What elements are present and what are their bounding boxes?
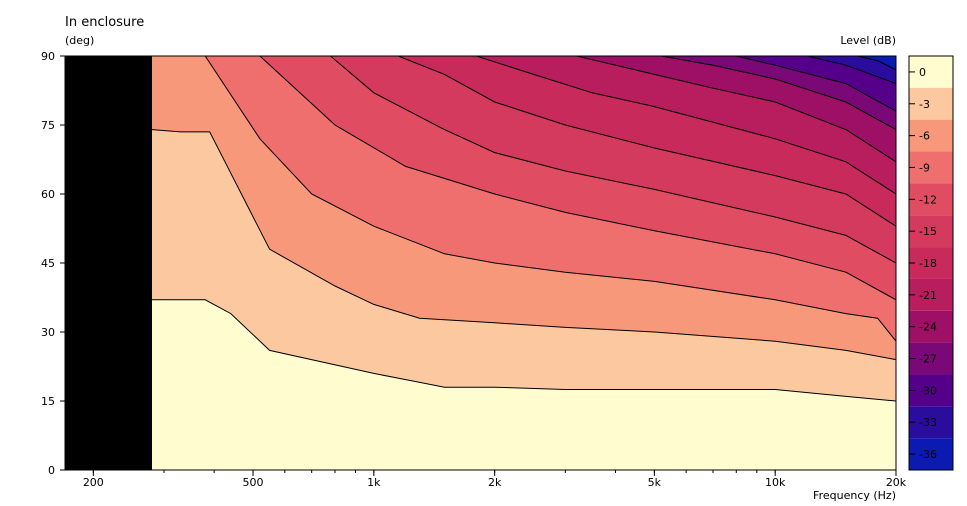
legend-frame [908, 55, 954, 471]
no-data-region [65, 56, 152, 470]
x-tick-label: 5k [648, 476, 662, 489]
legend-label: -33 [919, 416, 937, 429]
level-band--30 [736, 56, 896, 112]
level-band--33 [807, 56, 896, 84]
legend-swatch [909, 374, 953, 407]
legend-swatch [909, 278, 953, 311]
legend-label: -24 [919, 321, 937, 334]
legend-swatch [909, 151, 953, 184]
legend-title: Level (dB) [840, 34, 896, 47]
legend-label: -12 [919, 193, 937, 206]
legend-label: -3 [919, 98, 930, 111]
legend-label: -18 [919, 257, 937, 270]
contour-line--33 [806, 56, 896, 85]
contour-line--30 [736, 56, 896, 112]
legend-swatch [909, 310, 953, 343]
y-axis-ticks: 90 75 60 45 30 15 0 [41, 50, 65, 477]
legend-swatch [909, 406, 953, 439]
legend-swatch [909, 56, 953, 88]
legend-swatch [909, 119, 953, 152]
color-legend: 0 -3 -6 -9 -12 -15 -18 -21 -24 -27 -30 -33 -36 [908, 55, 954, 471]
contour-line--24 [576, 56, 896, 163]
legend-label: -6 [919, 130, 930, 143]
x-tick-label: 10k [765, 476, 786, 489]
contour-line--18 [398, 56, 896, 227]
contour-line--15 [330, 56, 896, 264]
x-tick-label: 20k [886, 476, 907, 489]
legend-swatch [909, 247, 953, 279]
x-tick-label: 1k [367, 476, 381, 489]
contour-line--12 [259, 56, 896, 301]
legend-label: 0 [919, 66, 926, 79]
contour-line--21 [476, 56, 896, 195]
plot-area [65, 56, 896, 470]
legend-label: -27 [919, 353, 937, 366]
legend-swatch [909, 87, 953, 120]
chart-title: In enclosure [65, 15, 144, 30]
x-tick-label: 2k [488, 476, 502, 489]
contour-line--3 [152, 299, 896, 402]
y-axis-label: (deg) [65, 34, 94, 47]
x-axis-label: Frequency (Hz) [813, 489, 896, 502]
y-tick-label: 90 [41, 50, 55, 63]
y-tick-label: 60 [41, 188, 55, 201]
contour-line--6 [151, 129, 896, 361]
legend-swatch [909, 438, 953, 470]
contour-line--27 [661, 56, 896, 131]
legend-label: -36 [919, 448, 937, 461]
y-tick-label: 75 [41, 119, 55, 132]
contour-line--9 [204, 56, 896, 342]
legend-swatch [909, 183, 953, 216]
level-band--36 [857, 56, 896, 70]
y-tick-label: 0 [48, 464, 55, 477]
x-tick-label: 200 [83, 476, 104, 489]
y-tick-label: 30 [41, 326, 55, 339]
x-tick-label: 500 [243, 476, 264, 489]
legend-swatch [909, 215, 953, 248]
legend-label: -21 [919, 289, 937, 302]
x-axis-ticks: 200 500 1k 2k 5k 10k 20k [83, 470, 907, 489]
contour-line--36 [856, 56, 896, 71]
legend-label: -15 [919, 225, 937, 238]
legend-label: -30 [919, 384, 937, 397]
y-tick-label: 45 [41, 257, 55, 270]
legend-swatch [909, 342, 953, 375]
y-tick-label: 15 [41, 395, 55, 408]
legend-label: -9 [919, 161, 930, 174]
